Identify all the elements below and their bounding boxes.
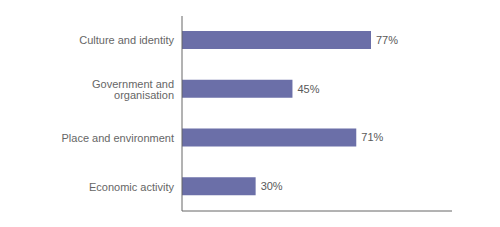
svg-text:77%: 77%	[376, 34, 398, 46]
svg-text:Government andorganisation: Government andorganisation	[92, 78, 174, 101]
svg-text:Economic activity: Economic activity	[89, 181, 174, 193]
svg-text:Culture and identity: Culture and identity	[79, 34, 174, 46]
svg-text:Place and environment: Place and environment	[61, 132, 174, 144]
svg-text:45%: 45%	[297, 83, 319, 95]
svg-text:30%: 30%	[261, 180, 283, 192]
svg-text:71%: 71%	[361, 131, 383, 143]
